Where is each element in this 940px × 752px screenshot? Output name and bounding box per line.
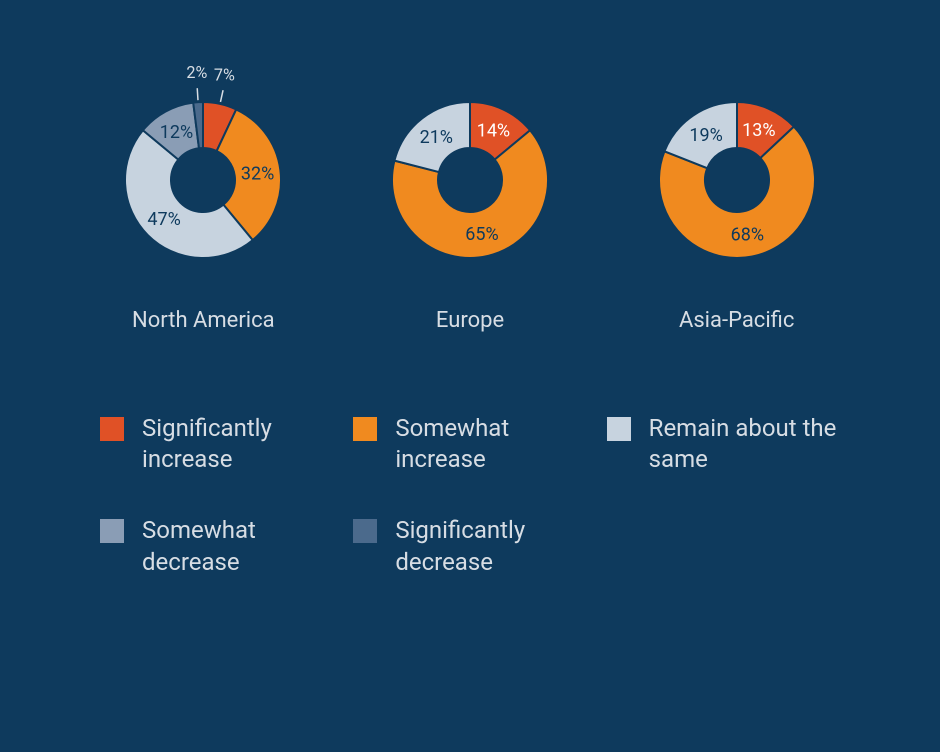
legend-label: Significantly decrease: [395, 515, 586, 577]
legend-item: Somewhat decrease: [100, 515, 333, 577]
slice-label: 14%: [477, 121, 510, 142]
donut-svg: 14% 65% 21%: [370, 80, 570, 280]
slice-label: 47%: [148, 209, 181, 230]
donut-svg: 7%32%47%12%2%: [103, 80, 303, 280]
slice-tick: [198, 88, 199, 100]
legend: Significantly increase Somewhat increase R…: [70, 413, 870, 578]
legend-item: Somewhat increase: [353, 413, 586, 475]
legend-swatch: [100, 417, 124, 441]
legend-label: Somewhat increase: [395, 413, 586, 475]
donut-title: North America: [132, 308, 275, 333]
legend-label: Remain about the same: [649, 413, 840, 475]
legend-item: Significantly decrease: [353, 515, 586, 577]
slice-label: 2%: [187, 63, 208, 82]
donut-title: Asia-Pacific: [679, 308, 794, 333]
slice-label: 19%: [689, 125, 722, 146]
slice-label: 13%: [742, 120, 775, 141]
legend-label: Somewhat decrease: [142, 515, 333, 577]
legend-swatch: [607, 417, 631, 441]
donut-title: Europe: [436, 308, 504, 333]
legend-swatch: [353, 417, 377, 441]
legend-swatch: [353, 519, 377, 543]
legend-swatch: [100, 519, 124, 543]
slice-label: 12%: [160, 122, 193, 143]
donut-chart: 7%32%47%12%2%North America: [90, 80, 317, 333]
legend-item: Significantly increase: [100, 413, 333, 475]
slice-label: 65%: [465, 224, 498, 245]
legend-label: Significantly increase: [142, 413, 333, 475]
donut-box: 13% 68% 19%: [637, 80, 837, 280]
chart-container: 7% 32% 47% 12% 2% North America 14% 65% 21% Europ…: [0, 0, 940, 752]
slice-tick: [221, 90, 224, 102]
donut-box: 14% 65% 21%: [370, 80, 570, 280]
slice-label: 21%: [420, 127, 453, 148]
donut-chart: 13% 68% 19% Asia-Pacific: [623, 80, 850, 333]
donut-box: 7%32%47%12%2%: [103, 80, 303, 280]
slice-label: 32%: [241, 163, 274, 184]
slice-label: 68%: [730, 224, 763, 245]
legend-item: Remain about the same: [607, 413, 840, 475]
slice-label: 7%: [214, 65, 235, 84]
donut-svg: 13% 68% 19%: [637, 80, 837, 280]
donut-charts-row: 7%32%47%12%2%North America14%65%21%Europ…: [70, 80, 870, 333]
donut-chart: 14% 65% 21% Europe: [357, 80, 584, 333]
